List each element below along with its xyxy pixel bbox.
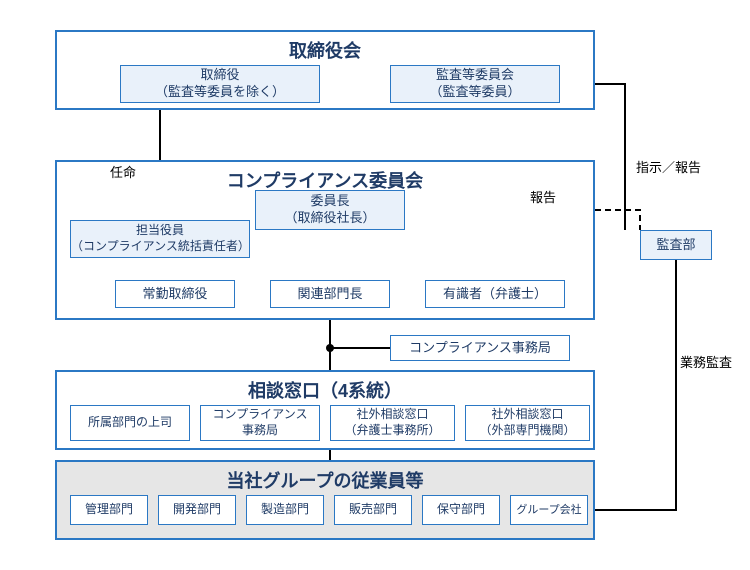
lbl-appoint: 任命: [110, 165, 136, 181]
box-dept-3: 製造部門: [246, 495, 324, 525]
box-directors: 取締役 （監査等委員を除く）: [120, 65, 320, 103]
box-audit-comm: 監査等委員会 （監査等委員）: [390, 65, 560, 103]
box-dept-1: 管理部門: [70, 495, 148, 525]
box-expert: 有識者（弁護士）: [425, 280, 565, 308]
box-dept-5: 保守部門: [422, 495, 500, 525]
sec-counsel-title: 相談窓口（4系統）: [55, 380, 595, 404]
lbl-instruct: 指示／報告: [636, 160, 701, 176]
box-dept-4: 販売部門: [334, 495, 412, 525]
sec-employees-title: 当社グループの従業員等: [55, 470, 595, 494]
box-counsel-2: コンプライアンス 事務局: [200, 405, 320, 441]
box-counsel-1: 所属部門の上司: [70, 405, 190, 441]
box-chairman: 委員長 （取締役社長）: [255, 190, 405, 230]
box-counsel-3: 社外相談窓口 （弁護士事務所）: [330, 405, 455, 441]
connector-line: [588, 260, 676, 510]
box-dept-6: グループ会社: [510, 495, 588, 525]
box-counsel-4: 社外相談窓口 （外部専門機関）: [465, 405, 590, 441]
lbl-bizaudit: 業務監査: [680, 355, 732, 371]
box-depthead: 関連部門長: [270, 280, 390, 308]
sec-board-title: 取締役会: [55, 40, 595, 64]
box-dept-2: 開発部門: [158, 495, 236, 525]
box-fulltime: 常勤取締役: [115, 280, 235, 308]
box-officer: 担当役員 （コンプライアンス統括責任者）: [70, 220, 250, 258]
box-audit-dept: 監査部: [640, 230, 712, 260]
lbl-report: 報告: [530, 190, 556, 206]
box-secretariat: コンプライアンス事務局: [390, 335, 570, 361]
connector-dot: [326, 344, 334, 352]
